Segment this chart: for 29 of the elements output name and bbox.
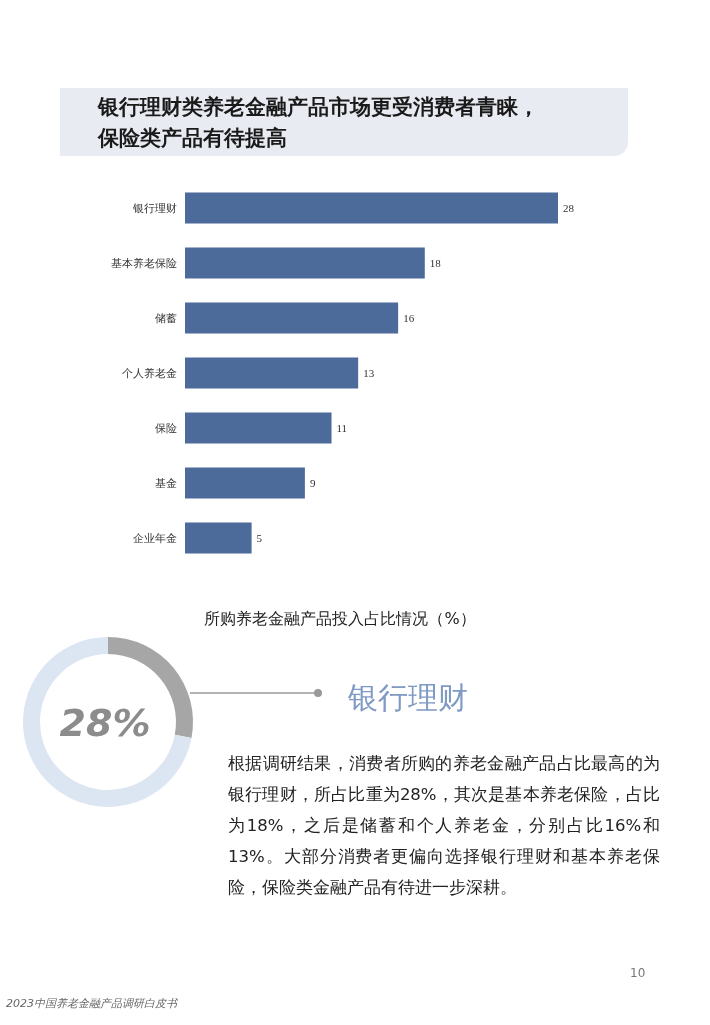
chart-title: 银行理财类养老金融产品市场更受消费者青睐，保险类产品有待提高 xyxy=(98,94,540,152)
bar xyxy=(185,412,332,444)
text: 银行理财 xyxy=(347,680,468,715)
bar xyxy=(185,192,558,224)
text: 28% xyxy=(59,701,151,745)
x-axis-title: 所购养老金融产品投入占比情况（%） xyxy=(204,609,476,628)
data-label: 13 xyxy=(363,367,375,379)
bar xyxy=(185,522,252,554)
data-label: 28 xyxy=(563,202,575,214)
donut-slice xyxy=(23,637,192,807)
data-label: 9 xyxy=(309,477,316,489)
bar xyxy=(185,247,425,279)
y-tick-label: 基金 xyxy=(155,477,177,490)
y-tick-label: 基本养老保险 xyxy=(111,257,177,270)
bar xyxy=(185,467,305,499)
text: 10 xyxy=(630,966,646,980)
y-tick-label: 银行理财 xyxy=(132,202,177,215)
y-tick-label: 保险 xyxy=(155,422,177,435)
data-label: 5 xyxy=(256,532,263,544)
data-label: 18 xyxy=(429,257,442,269)
y-tick-label: 个人养老金 xyxy=(122,367,177,380)
text: 2023中国养老金融产品调研白皮书 xyxy=(6,996,177,1011)
y-tick-label: 储蓄 xyxy=(155,312,177,325)
y-tick-label: 企业年金 xyxy=(133,532,177,545)
text: 根据调研结果，消费者所购的养老金融产品占比最高的为银行理财，所占比重为28%，其次是基本养老保险，占比为18%，之后是储蓄和个人养老金，分别占比16%和13%。大部分消费者更偏向选择银行理财和基本养老保险，保险类金融产品有待进一步深耕。 xyxy=(228,753,660,899)
bar xyxy=(185,302,399,334)
bar xyxy=(185,357,359,389)
data-label: 11 xyxy=(336,422,348,434)
data-label: 16 xyxy=(403,312,415,324)
